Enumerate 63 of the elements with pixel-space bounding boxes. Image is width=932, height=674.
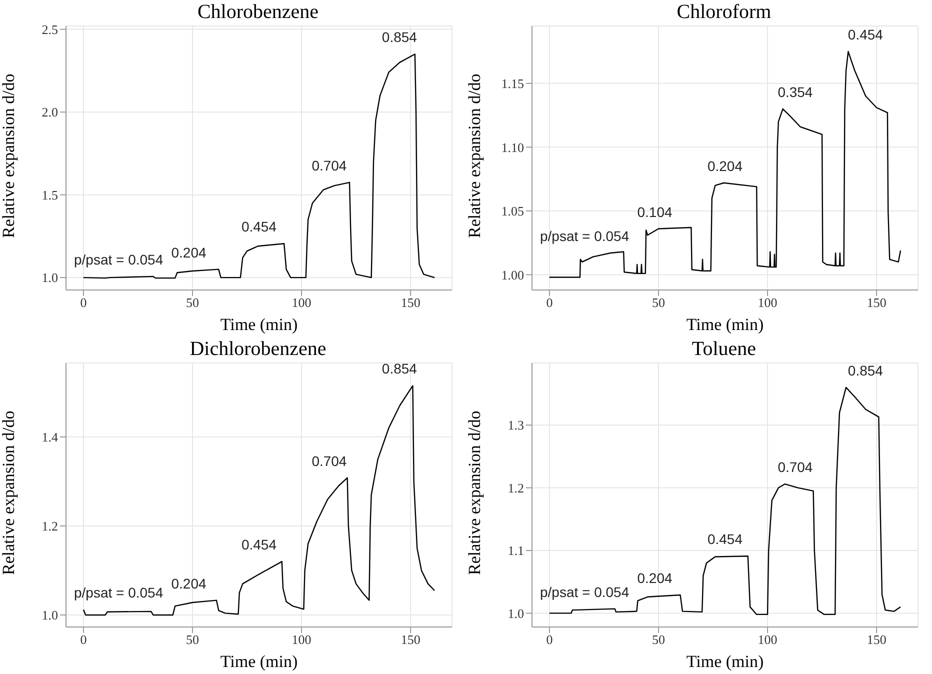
x-tick-label: 150 [400,632,420,648]
annotation: 0.354 [778,84,813,100]
chart-title: Toluene [690,337,758,361]
x-tick-label: 100 [292,632,312,648]
annotation: p/psat = 0.054 [540,228,630,244]
y-tick-label: 1.2 [42,518,58,534]
annotation: 0.704 [312,452,347,469]
y-axis-title: Relative expansion d/do [0,410,18,575]
x-tick-label: 50 [652,632,665,648]
annotation: 0.204 [171,575,207,592]
x-axis-title: Time (min) [686,315,764,334]
x-tick-label: 150 [400,295,420,310]
x-tick-label: 0 [546,632,553,648]
x-axis-title: Time (min) [220,652,298,671]
y-tick-label: 1.1 [508,543,524,558]
annotation: 0.454 [848,26,884,43]
chart-title: Dichlorobenzene [188,337,328,361]
x-tick-label: 50 [186,295,199,310]
y-tick-label: 1.2 [508,480,524,496]
x-tick-label: 150 [866,295,886,310]
x-tick-label: 50 [652,295,665,310]
y-axis-title: Relative expansion d/do [0,74,18,238]
chart-title: Chlorobenzene [197,1,319,23]
annotation: p/psat = 0.054 [74,251,164,268]
y-tick-label: 1.0 [42,608,58,623]
annotation: 0.854 [382,360,418,377]
x-axis-title: Time (min) [686,652,764,671]
y-axis-title: Relative expansion d/do [465,74,484,238]
x-axis-title: Time (min) [220,315,298,334]
annotation: 0.204 [171,244,207,260]
annotation: 0.854 [848,362,884,378]
y-tick-label: 1.0 [508,606,524,621]
y-tick-label: 1.5 [42,187,58,202]
y-axis-title: Relative expansion d/do [465,410,484,575]
y-tick-label: 1.05 [501,204,524,219]
y-tick-label: 1.15 [501,76,524,92]
y-tick-label: 1.10 [501,140,524,155]
chart-title: Chloroform [676,0,772,24]
y-tick-label: 1.3 [508,418,524,433]
annotation: 0.704 [778,459,813,476]
x-tick-label: 50 [186,632,199,648]
annotation: 0.854 [382,29,418,46]
y-tick-label: 1.4 [42,430,58,445]
y-tick-label: 1.00 [501,267,524,282]
y-tick-label: 2.5 [42,22,58,37]
x-tick-label: 100 [292,295,312,310]
x-tick-label: 150 [866,632,886,648]
annotation: 0.454 [241,536,277,553]
y-tick-label: 1.0 [42,270,58,286]
annotation: 0.204 [707,158,743,174]
annotation: p/psat = 0.054 [74,584,164,601]
x-tick-label: 100 [758,632,778,648]
x-tick-label: 0 [80,295,87,310]
annotation: 0.454 [241,218,277,235]
annotation: 0.104 [637,204,673,220]
annotation: 0.454 [707,531,743,548]
x-tick-label: 0 [80,632,87,648]
x-tick-label: 100 [758,295,778,310]
annotation: 0.204 [637,570,673,586]
x-tick-label: 0 [546,295,553,310]
annotation: p/psat = 0.054 [540,584,630,600]
y-tick-label: 2.0 [42,104,58,120]
annotation: 0.704 [312,157,347,174]
